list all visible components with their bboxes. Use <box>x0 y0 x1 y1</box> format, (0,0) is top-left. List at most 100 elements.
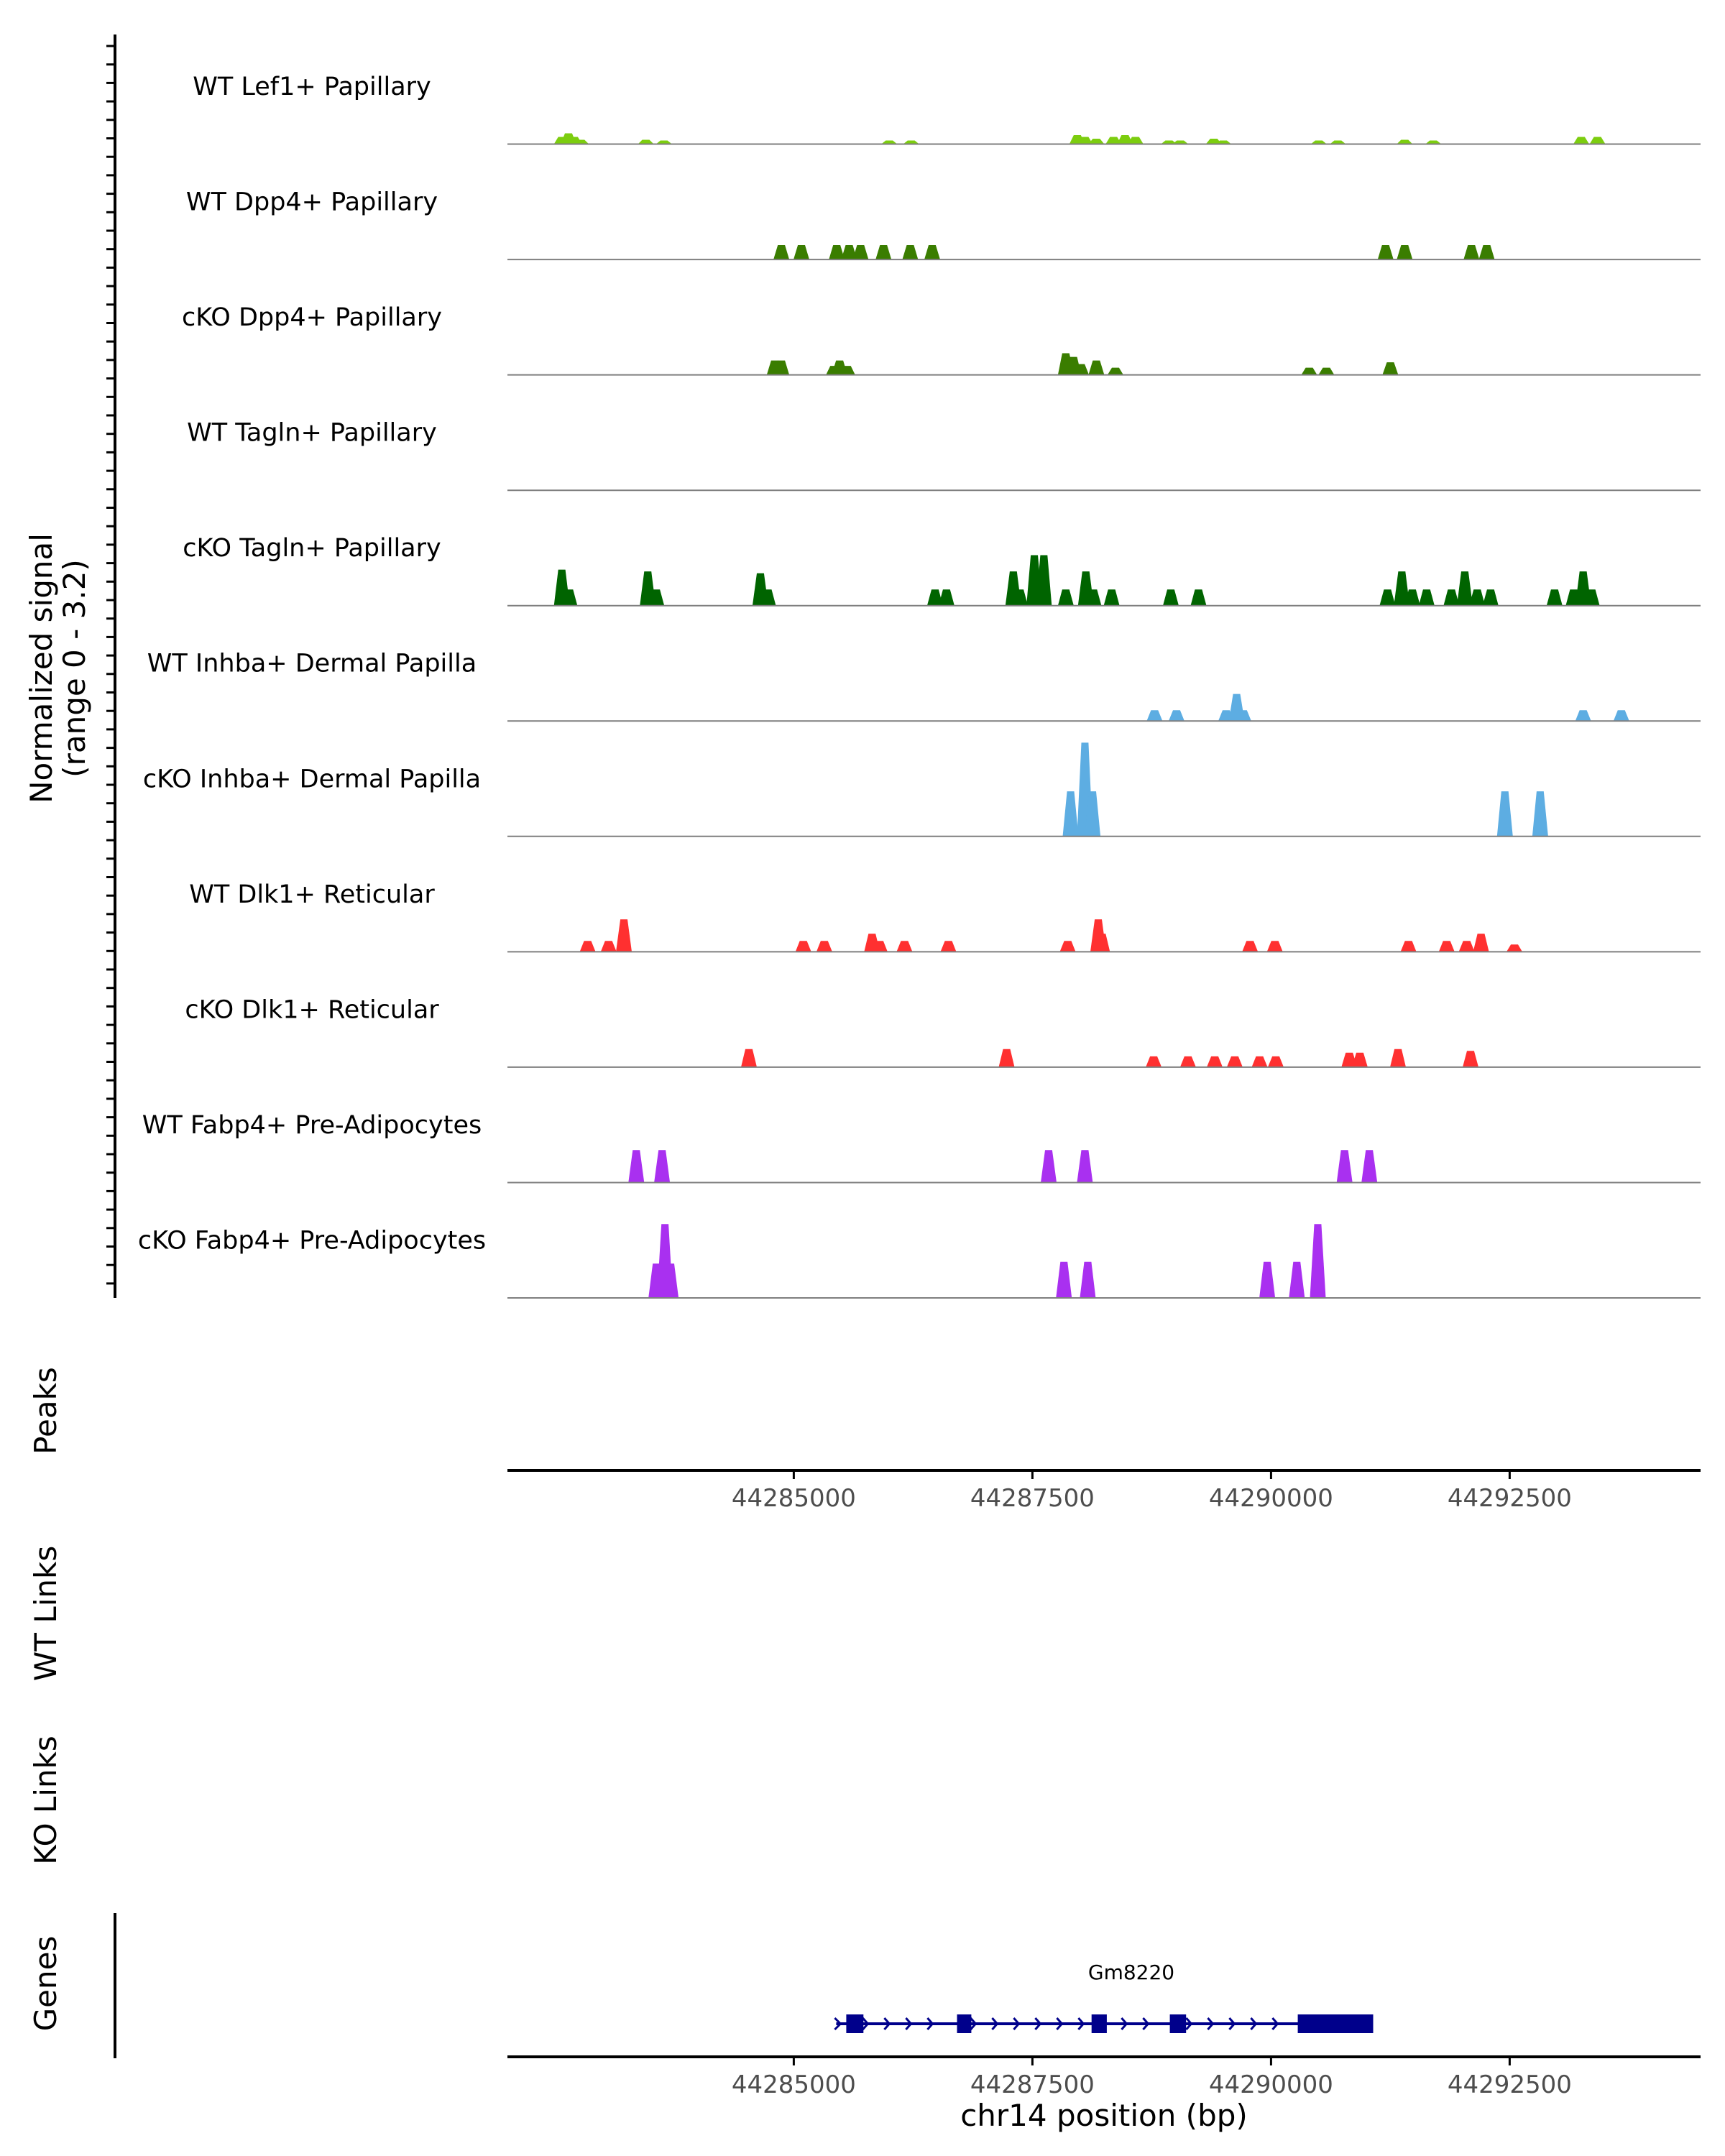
coverage-peak <box>1080 1261 1096 1298</box>
coverage-peak <box>1443 589 1460 606</box>
coverage-peak <box>663 1263 679 1298</box>
track: WT Dlk1+ Reticular <box>189 880 1701 953</box>
wt-links-panel-label: WT Links <box>28 1546 63 1681</box>
coverage-peak <box>1117 135 1133 144</box>
coverage-peak <box>1163 589 1179 606</box>
coverage-peak <box>1268 1056 1284 1067</box>
coverage-peak <box>1390 1049 1406 1067</box>
x-axis-tick-label: 44290000 <box>1209 2070 1333 2099</box>
coverage-peak <box>903 140 919 144</box>
peaks-x-axis-ticks: 44285000 44287500 44290000 44292500 <box>732 1470 1572 1513</box>
coverage-peak <box>1330 140 1346 144</box>
peaks-panel-label: Peaks <box>28 1367 63 1455</box>
coverage-peak <box>1059 941 1076 952</box>
coverage-peak <box>1077 1150 1093 1183</box>
x-axis-tick-label: 44290000 <box>1209 1484 1333 1513</box>
coverage-peak <box>1473 934 1489 952</box>
strand-arrow <box>970 2017 978 2030</box>
track-label: cKO Fabp4+ Pre-Adipocytes <box>138 1227 486 1256</box>
coverage-peak <box>1168 710 1184 722</box>
track: cKO Dpp4+ Papillary <box>182 303 1701 376</box>
track: WT Tagln+ Papillary <box>187 419 1701 492</box>
coverage-tracks: WT Lef1+ Papillary WT Dpp4+ Papillary cKO … <box>138 73 1701 1299</box>
coverage-peak <box>1105 137 1122 144</box>
strand-arrow <box>1207 2017 1215 2030</box>
gene-model: Gm8220 <box>834 1961 1374 2033</box>
coverage-peak <box>1482 589 1499 606</box>
coverage-peak <box>1172 140 1189 144</box>
coverage-peak <box>1425 140 1442 144</box>
coverage-peak <box>1088 139 1105 144</box>
coverage-peak <box>1361 1150 1378 1183</box>
coverage-peak <box>1458 941 1475 952</box>
coverage-peak <box>1457 571 1473 606</box>
coverage-peak <box>1532 791 1548 837</box>
track-label: WT Tagln+ Papillary <box>187 419 437 448</box>
coverage-peak <box>1573 137 1589 144</box>
gene-exon <box>1169 2014 1187 2033</box>
strand-arrow <box>905 2017 913 2030</box>
x-axis-tick-label: 44285000 <box>732 2070 856 2099</box>
track: cKO Dlk1+ Reticular <box>185 995 1701 1068</box>
coverage-peak <box>1085 589 1102 606</box>
track-label: WT Fabp4+ Pre-Adipocytes <box>142 1111 482 1140</box>
track: WT Dpp4+ Papillary <box>186 188 1701 261</box>
coverage-peak <box>1012 589 1029 606</box>
coverage-peak <box>1397 139 1413 144</box>
coverage-peak <box>573 139 589 144</box>
coverage-peak <box>773 245 790 260</box>
genes-x-axis-ticks: 44285000 44287500 44290000 44292500 <box>732 2057 1572 2099</box>
coverage-peak <box>638 139 654 144</box>
track: cKO Fabp4+ Pre-Adipocytes <box>138 1224 1701 1299</box>
coverage-peak <box>1057 589 1074 606</box>
x-axis-title: chr14 position (bp) <box>960 2098 1248 2133</box>
coverage-peak <box>1085 791 1101 837</box>
strand-arrow <box>991 2017 999 2030</box>
coverage-peak <box>816 941 832 952</box>
coverage-peak <box>654 1150 671 1183</box>
coverage-peak <box>794 245 809 260</box>
track-label: cKO Dpp4+ Papillary <box>182 303 442 332</box>
coverage-peak <box>1613 710 1629 722</box>
coverage-peak <box>1397 245 1413 260</box>
strand-arrow <box>834 2017 842 2031</box>
coverage-peak <box>1161 140 1177 144</box>
coverage-peak <box>1107 367 1123 375</box>
coverage-peak <box>656 140 672 144</box>
coverage-peak <box>1041 1150 1057 1183</box>
coverage-peak <box>1215 140 1231 144</box>
coverage-peak <box>1546 589 1563 606</box>
coverage-peak <box>600 941 617 952</box>
strand-arrow <box>1250 2017 1258 2030</box>
strand-arrow <box>1034 2017 1042 2030</box>
coverage-peak <box>896 941 913 952</box>
coverage-peak <box>1190 589 1207 606</box>
coverage-peak <box>1259 1261 1276 1298</box>
coverage-peak <box>561 589 578 606</box>
x-axis-tick-label: 44292500 <box>1448 1484 1572 1513</box>
track: WT Inhba+ Dermal Papilla <box>147 650 1701 722</box>
coverage-peak <box>1251 1056 1268 1067</box>
x-axis-tick-label: 44287500 <box>970 2070 1095 2099</box>
coverage-peak <box>1336 1150 1353 1183</box>
coverage-peak <box>1438 941 1455 952</box>
coverage-peak <box>1207 1056 1223 1067</box>
coverage-peak <box>1146 1056 1162 1067</box>
strand-arrow <box>1013 2017 1021 2030</box>
coverage-peak <box>1094 934 1110 952</box>
gene-name-label: Gm8220 <box>1088 1961 1174 1984</box>
gene-exon <box>846 2014 864 2033</box>
gene-exon <box>1091 2014 1107 2033</box>
strand-arrow <box>1185 2017 1193 2030</box>
coverage-peak <box>1289 1261 1305 1298</box>
coverage-peak <box>1575 710 1591 722</box>
coverage-peak <box>1506 944 1522 952</box>
coverage-peak <box>1056 1261 1072 1298</box>
coverage-peak <box>648 589 665 606</box>
coverage-peak <box>1400 941 1417 952</box>
coverage-peak <box>871 941 888 952</box>
coverage-peak <box>1469 589 1486 606</box>
coverage-peak <box>1478 245 1495 260</box>
track-label: cKO Inhba+ Dermal Papilla <box>143 765 481 793</box>
coverage-peak <box>1463 1051 1478 1067</box>
